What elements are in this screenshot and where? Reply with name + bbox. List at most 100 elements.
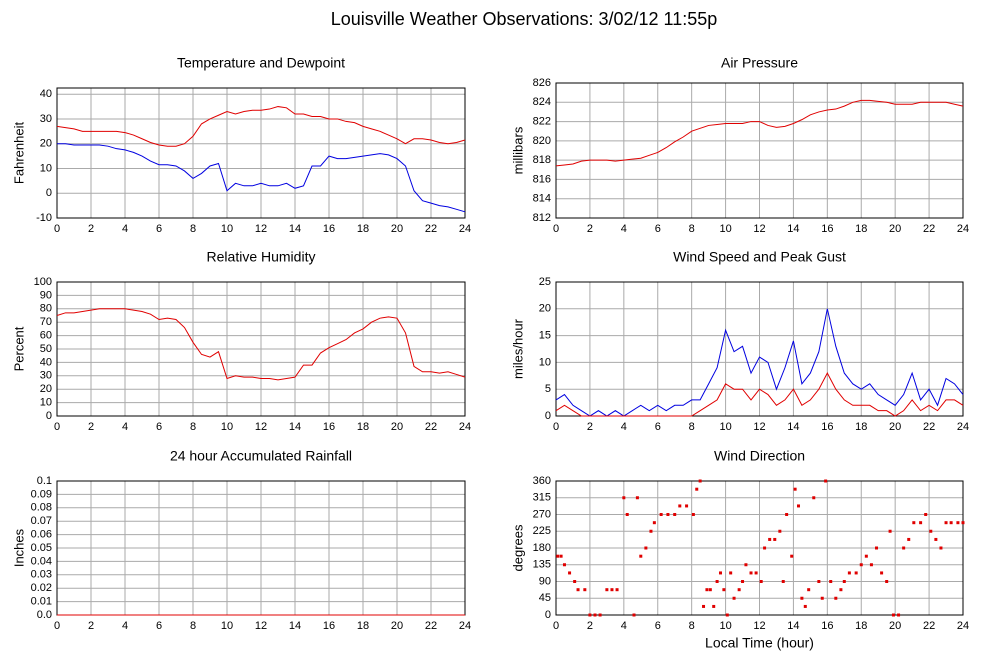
- scatter-point: [695, 487, 699, 491]
- x-tick-label: 18: [357, 421, 369, 433]
- x-tick-label: 8: [190, 620, 196, 632]
- x-tick-label: 20: [391, 421, 403, 433]
- chart-title: Air Pressure: [721, 55, 798, 71]
- y-tick-label: 20: [40, 138, 52, 150]
- figure-title: Louisville Weather Observations: 3/02/12…: [331, 9, 718, 29]
- scatter-point: [632, 613, 636, 617]
- scatter-point: [744, 563, 748, 567]
- x-tick-label: 18: [357, 620, 369, 632]
- y-tick-label: 30: [40, 370, 52, 382]
- x-tick-label: 24: [459, 421, 471, 433]
- y-tick-label: 0: [545, 609, 551, 621]
- scatter-point: [807, 588, 811, 592]
- scatter-point: [729, 571, 733, 575]
- scatter-point: [956, 521, 960, 525]
- scatter-point: [812, 496, 816, 500]
- x-tick-label: 6: [156, 223, 162, 235]
- x-tick-label: 14: [787, 620, 799, 632]
- x-tick-label: 14: [289, 421, 301, 433]
- plot-frame: [555, 281, 964, 417]
- x-tick-label: 2: [88, 223, 94, 235]
- y-tick-label: 0.04: [31, 555, 52, 567]
- scatter-point: [912, 521, 916, 525]
- scatter-point: [644, 546, 648, 550]
- scatter-point: [754, 571, 758, 575]
- scatter-point: [718, 571, 722, 575]
- scatter-point: [875, 546, 879, 550]
- scatter-point: [817, 580, 821, 583]
- x-tick-label: 20: [391, 223, 403, 235]
- x-tick-label: 2: [587, 223, 593, 235]
- x-tick-label: 18: [855, 421, 867, 433]
- scatter-point: [759, 580, 763, 583]
- scatter-point: [763, 546, 767, 550]
- scatter-point: [939, 546, 943, 550]
- y-axis-label: Fahrenheit: [11, 122, 26, 185]
- y-tick-label: 10: [40, 162, 52, 174]
- scatter-point: [678, 504, 682, 508]
- x-tick-label: 0: [54, 620, 60, 632]
- x-tick-label: 12: [753, 223, 765, 235]
- x-tick-label: 24: [957, 421, 969, 433]
- scatter-point: [583, 588, 587, 592]
- x-tick-label: 10: [719, 421, 731, 433]
- y-tick-label: 45: [539, 592, 551, 604]
- y-axis-label: Inches: [11, 528, 26, 567]
- scatter-point: [944, 521, 948, 525]
- x-tick-label: 16: [821, 223, 833, 235]
- y-tick-label: 0: [545, 410, 551, 422]
- series-line: [555, 372, 964, 417]
- y-axis-label: miles/hour: [510, 318, 525, 379]
- x-tick-label: 12: [255, 620, 267, 632]
- scatter-point: [673, 513, 677, 516]
- chart-title: Wind Speed and Peak Gust: [673, 249, 846, 265]
- y-tick-label: 0.07: [31, 515, 52, 527]
- y-tick-label: 20: [40, 383, 52, 395]
- scatter-point: [773, 537, 777, 541]
- scatter-point: [691, 513, 695, 516]
- scatter-point: [593, 613, 597, 617]
- y-tick-label: 10: [40, 397, 52, 409]
- scatter-point: [588, 613, 592, 617]
- x-tick-label: 16: [323, 620, 335, 632]
- y-axis-label: Percent: [11, 326, 26, 371]
- y-tick-label: 90: [40, 289, 52, 301]
- scatter-point: [934, 537, 938, 541]
- y-tick-label: 0: [46, 187, 52, 199]
- chart-title: 24 hour Accumulated Rainfall: [170, 448, 352, 464]
- chart-title: Wind Direction: [714, 448, 805, 464]
- scatter-point: [705, 588, 709, 592]
- scatter-point: [639, 554, 643, 558]
- y-tick-label: 822: [533, 115, 551, 127]
- x-tick-label: 14: [289, 620, 301, 632]
- chart-title: Relative Humidity: [207, 249, 316, 265]
- x-tick-label: 2: [88, 421, 94, 433]
- y-tick-label: 360: [533, 475, 551, 487]
- series-line: [56, 106, 466, 147]
- x-tick-label: 4: [621, 620, 627, 632]
- scatter-point: [556, 554, 560, 558]
- x-tick-label: 6: [156, 421, 162, 433]
- scatter-point: [781, 580, 785, 583]
- scatter-point: [598, 613, 602, 617]
- y-axis-label: degrees: [510, 524, 525, 571]
- x-tick-label: 0: [54, 223, 60, 235]
- y-tick-label: 50: [40, 343, 52, 355]
- x-tick-label: 4: [122, 421, 128, 433]
- scatter-point: [854, 571, 858, 575]
- y-tick-label: 0.02: [31, 582, 52, 594]
- scatter-point: [888, 529, 892, 533]
- scatter-point: [790, 554, 794, 558]
- x-tick-label: 14: [787, 223, 799, 235]
- y-tick-label: 270: [533, 508, 551, 520]
- x-tick-label: 10: [221, 620, 233, 632]
- x-tick-label: 6: [655, 421, 661, 433]
- y-tick-label: 0.0: [37, 609, 52, 621]
- series-line: [56, 308, 466, 381]
- y-axis-label: millibars: [510, 126, 525, 174]
- y-tick-label: -10: [36, 212, 52, 224]
- x-tick-label: 12: [753, 421, 765, 433]
- scatter-point: [568, 571, 572, 575]
- scatter-point: [793, 487, 797, 491]
- y-tick-label: 816: [533, 173, 551, 185]
